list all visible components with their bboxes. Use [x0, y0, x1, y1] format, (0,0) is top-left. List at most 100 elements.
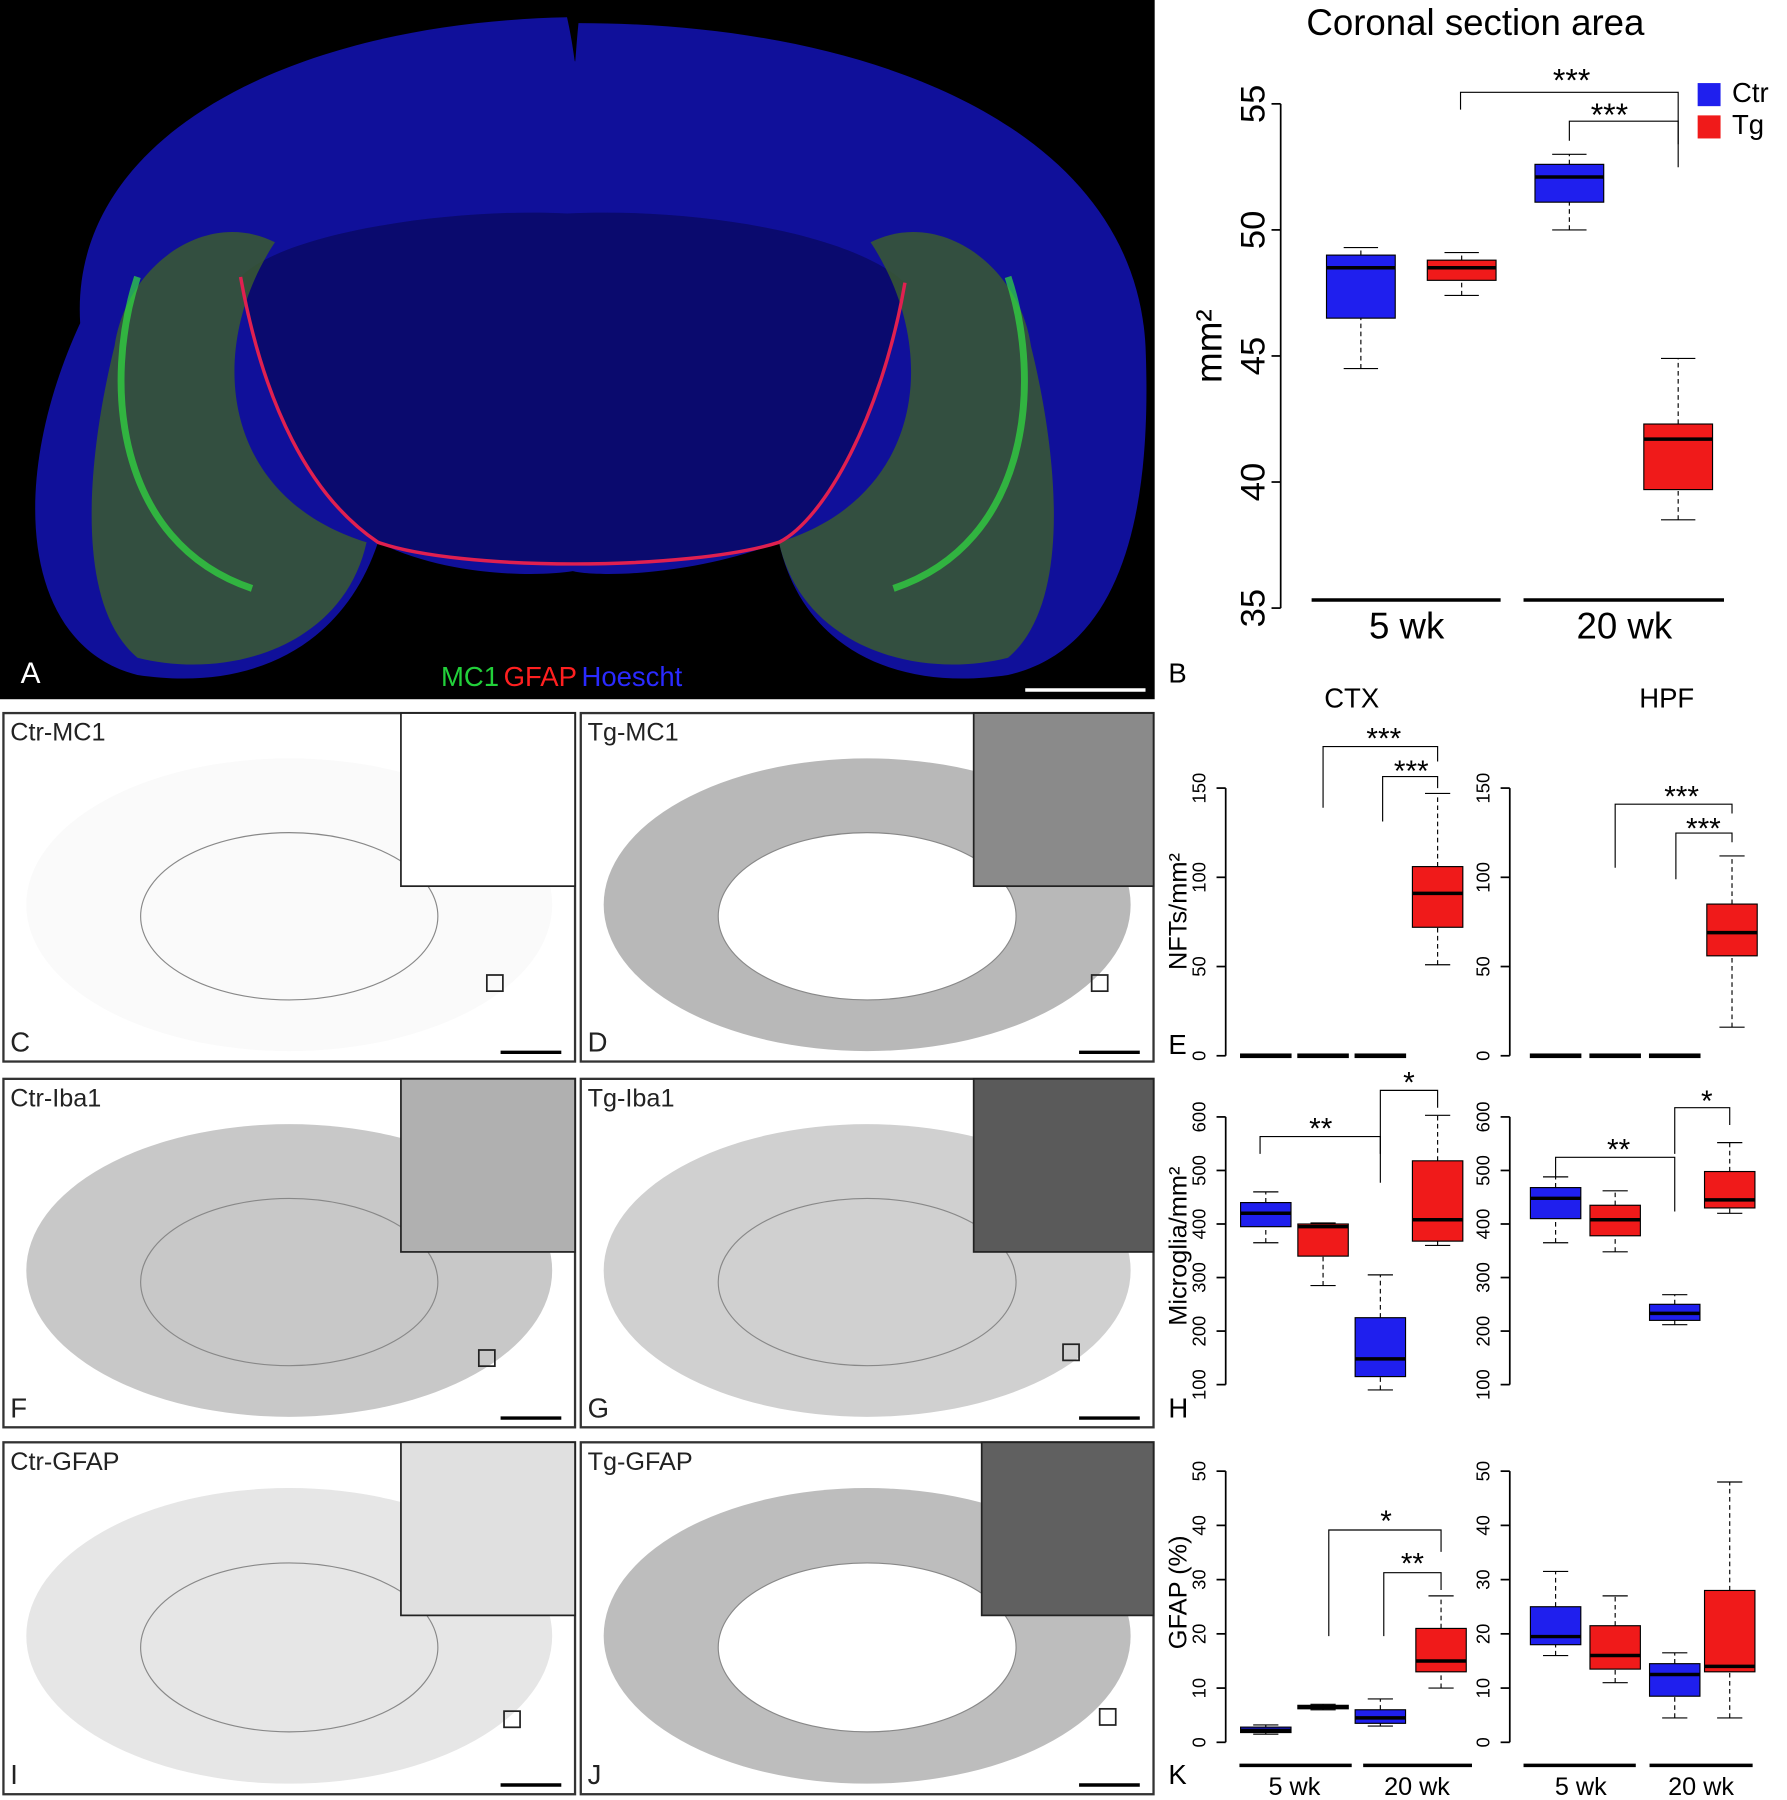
- significance-bracket: [1259, 1135, 1381, 1183]
- roi-marker: [477, 1349, 496, 1368]
- inset: [400, 712, 576, 888]
- significance-label: ***: [1366, 723, 1401, 756]
- box: [1643, 423, 1714, 491]
- y-tick-label: 100: [1188, 862, 1209, 893]
- box: [1411, 866, 1464, 928]
- brain-interior: [717, 1197, 1017, 1367]
- brain-interior: [240, 212, 905, 564]
- y-tick-label: 600: [1472, 1102, 1493, 1133]
- y-tick-label: 400: [1188, 1209, 1209, 1240]
- box: [1415, 1627, 1467, 1673]
- y-tick-label: 50: [1235, 211, 1273, 249]
- significance-label: **: [1309, 1113, 1333, 1146]
- x-tick-label: 5 wk: [1555, 1773, 1607, 1800]
- inset: [980, 1441, 1155, 1617]
- y-tick-label: 500: [1188, 1155, 1209, 1186]
- y-tick-label: 300: [1188, 1262, 1209, 1293]
- panel-letter: C: [10, 1026, 30, 1057]
- y-tick-label: 10: [1472, 1678, 1493, 1699]
- y-tick-label: 0: [1472, 1737, 1493, 1747]
- brain-interior: [140, 1562, 439, 1733]
- y-tick-label: 45: [1235, 337, 1273, 375]
- roi-marker: [503, 1710, 521, 1729]
- significance-label: **: [1401, 1548, 1425, 1581]
- panel-letter: I: [10, 1759, 18, 1790]
- y-tick-label: 40: [1472, 1515, 1493, 1536]
- inset: [400, 1077, 576, 1253]
- box: [1411, 1160, 1464, 1242]
- chart-title: HPF: [1639, 683, 1694, 714]
- significance-label: ***: [1664, 780, 1699, 813]
- y-tick-label: 50: [1472, 1461, 1493, 1482]
- y-tick-label: 0: [1188, 1737, 1209, 1747]
- box: [1534, 163, 1605, 203]
- y-tick-label: 200: [1188, 1316, 1209, 1347]
- x-tick-label: 20 wk: [1384, 1773, 1450, 1800]
- significance-bracket: [1555, 1156, 1676, 1212]
- box: [1297, 1223, 1349, 1257]
- significance-label: *: [1380, 1505, 1392, 1538]
- significance-label: *: [1701, 1085, 1713, 1118]
- y-tick-label: 50: [1472, 956, 1493, 977]
- y-tick-label: 40: [1188, 1515, 1209, 1536]
- roi-marker: [1090, 974, 1109, 993]
- y-tick-label: 0: [1472, 1051, 1493, 1061]
- y-tick-label: 10: [1188, 1678, 1209, 1699]
- significance-label: ***: [1394, 755, 1429, 788]
- legend-label: Ctr: [1732, 77, 1769, 108]
- panel-letter: H: [1168, 1392, 1188, 1423]
- significance-bracket: [1379, 1089, 1439, 1154]
- y-tick-label: 0: [1188, 1051, 1209, 1061]
- panel-letter: K: [1168, 1759, 1187, 1790]
- legend-swatch: [1697, 83, 1721, 107]
- significance-bracket: [1328, 1529, 1442, 1637]
- image-label: Tg-Iba1: [588, 1084, 675, 1112]
- legend-swatch: [1697, 115, 1721, 139]
- box: [1648, 1663, 1701, 1697]
- x-tick-label: 5 wk: [1269, 1773, 1321, 1800]
- y-tick-label: 55: [1235, 85, 1273, 123]
- image-label: Tg-MC1: [588, 718, 679, 746]
- box: [1354, 1317, 1407, 1378]
- y-tick-label: 30: [1472, 1569, 1493, 1590]
- significance-bracket: [1382, 775, 1439, 822]
- stain-label: MC1: [441, 661, 499, 692]
- inset: [972, 712, 1155, 888]
- image-label: Ctr-Iba1: [10, 1084, 101, 1112]
- gfap-outline: [238, 276, 907, 566]
- panel-letter: D: [588, 1026, 608, 1057]
- inset: [972, 1077, 1155, 1253]
- y-tick-label: 500: [1472, 1155, 1493, 1186]
- brain-interior: [717, 832, 1017, 1001]
- y-tick-label: 200: [1472, 1316, 1493, 1347]
- y-tick-label: 400: [1472, 1209, 1493, 1240]
- brain-interior: [140, 832, 439, 1001]
- y-axis-label: mm²: [1189, 309, 1230, 383]
- box: [1325, 254, 1396, 319]
- box: [1529, 1606, 1582, 1646]
- significance-bracket: [1568, 120, 1679, 145]
- y-tick-label: 50: [1188, 1461, 1209, 1482]
- panel-letter: G: [588, 1392, 609, 1423]
- box: [1703, 1170, 1756, 1209]
- x-tick-label: 5 wk: [1369, 605, 1445, 646]
- y-tick-label: 20: [1472, 1624, 1493, 1645]
- image-label: Tg-GFAP: [588, 1448, 693, 1476]
- y-tick-label: 150: [1472, 773, 1493, 804]
- x-tick-label: 20 wk: [1668, 1773, 1734, 1800]
- y-tick-label: 100: [1472, 862, 1493, 893]
- stain-label: Hoescht: [582, 661, 683, 692]
- box: [1426, 259, 1497, 281]
- box: [1529, 1187, 1582, 1220]
- significance-bracket: [1383, 1572, 1442, 1637]
- significance-label: **: [1607, 1133, 1631, 1166]
- x-tick-label: 20 wk: [1576, 605, 1672, 646]
- y-tick-label: 35: [1235, 589, 1273, 627]
- legend-label: Tg: [1732, 109, 1764, 140]
- significance-label: ***: [1686, 813, 1721, 846]
- image-label: Ctr-MC1: [10, 718, 105, 746]
- cortex-left: [91, 232, 367, 665]
- significance-bracket: [1322, 745, 1439, 808]
- roi-marker: [1098, 1707, 1117, 1726]
- mc1-band: [892, 275, 1028, 592]
